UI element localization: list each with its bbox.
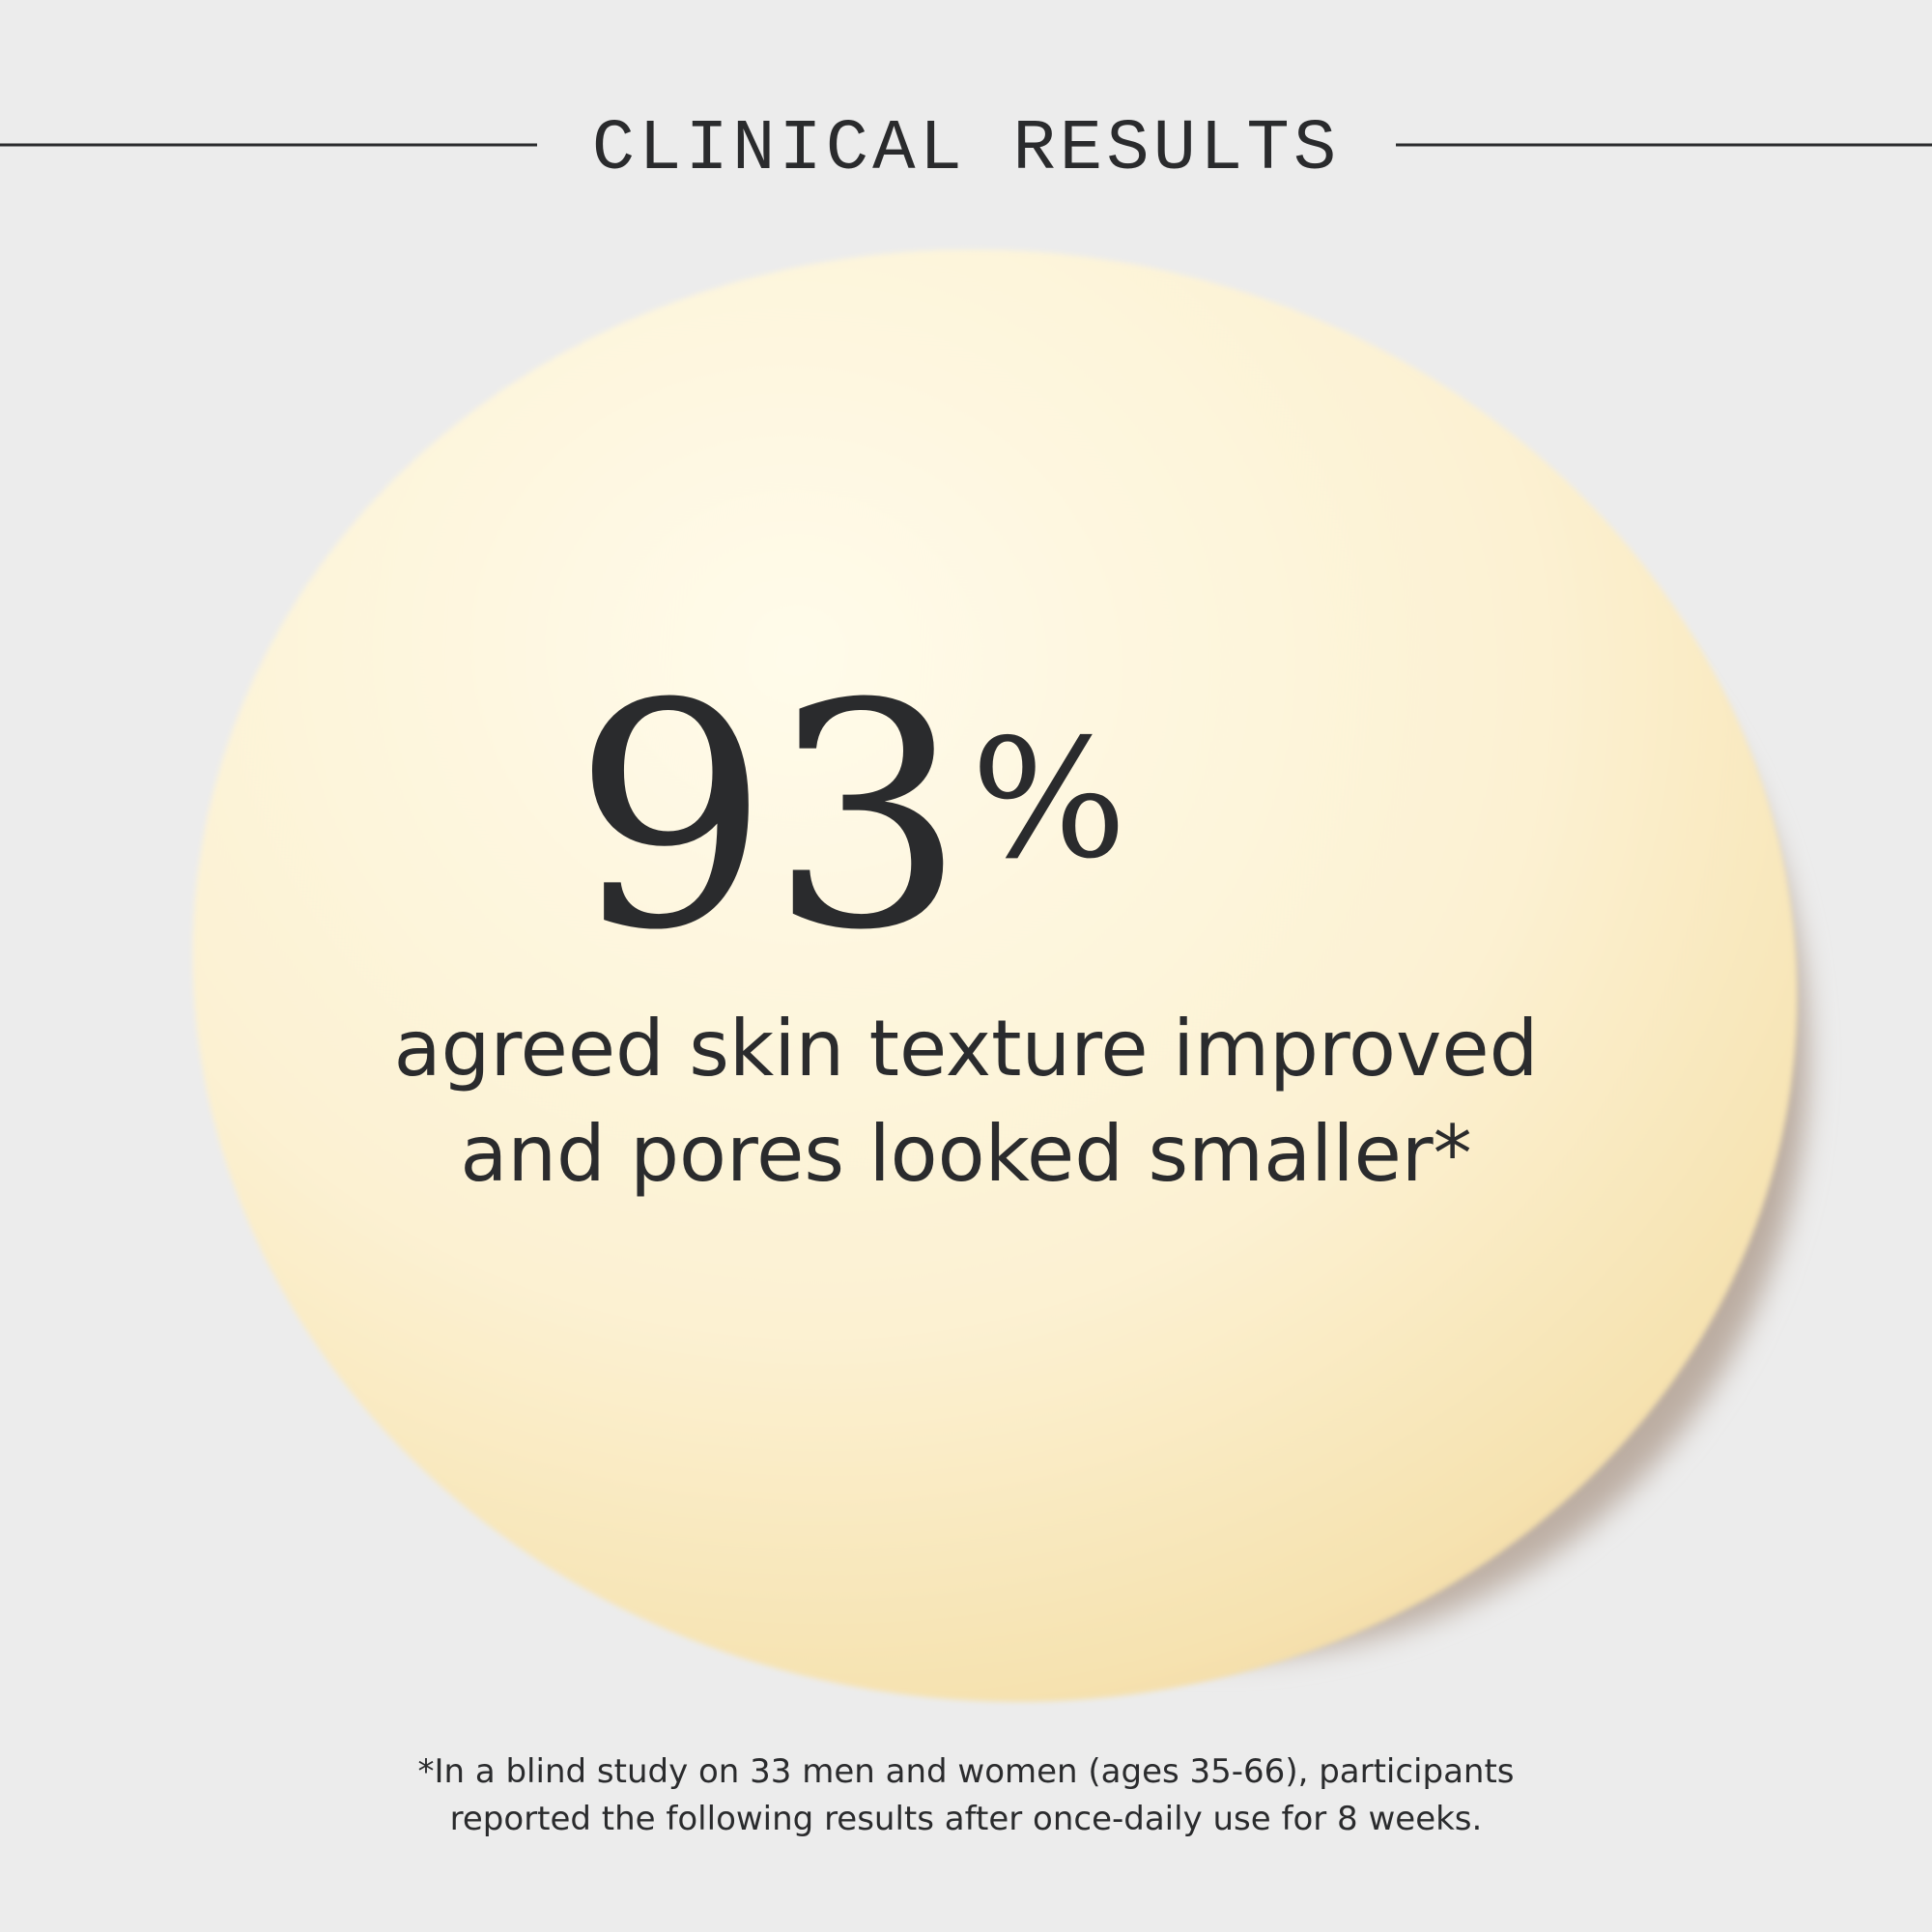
footnote-line: reported the following results after onc… <box>450 1800 1483 1838</box>
footnote-line: *In a blind study on 33 men and women (a… <box>417 1752 1514 1791</box>
stat-line: agreed skin texture improved <box>394 1004 1539 1094</box>
stat-unit: % <box>971 704 1127 895</box>
stat-value: 93 <box>573 639 966 998</box>
stat-line: and pores looked smaller* <box>460 1109 1471 1199</box>
cream-blob <box>192 249 1798 1702</box>
title: CLINICAL RESULTS <box>592 109 1341 190</box>
